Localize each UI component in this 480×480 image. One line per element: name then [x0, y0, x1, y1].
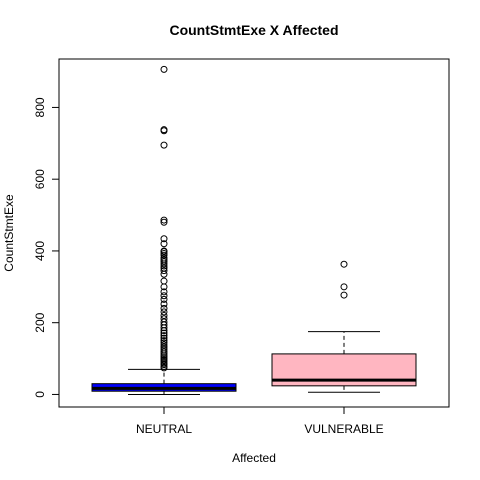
y-tick-label: 600: [33, 169, 47, 189]
x-tick-label: VULNERABLE: [304, 422, 383, 436]
outlier-point: [160, 218, 168, 226]
plot-frame: [58, 58, 450, 408]
outlier-point: [160, 300, 168, 308]
outlier-point: [160, 216, 168, 224]
y-axis-label: CountStmtExe: [2, 194, 16, 272]
outlier-point: [340, 260, 348, 268]
outlier-point: [160, 334, 168, 342]
outlier-point: [340, 283, 348, 291]
outlier-point: [160, 329, 168, 337]
outlier-point: [160, 65, 168, 73]
outlier-point: [160, 141, 168, 149]
outlier-point: [160, 312, 168, 320]
outlier-point: [160, 235, 168, 243]
outlier-point: [160, 288, 168, 296]
outlier-point: [340, 291, 348, 299]
outlier-point: [160, 292, 168, 300]
plot-marks: 0 200 400 600 800 NEUTRAL VULNERABLE: [33, 58, 450, 436]
outlier-point: [160, 341, 168, 349]
outlier-point: [160, 308, 168, 316]
chart-title: CountStmtExe X Affected: [169, 22, 338, 38]
outlier-point: [160, 315, 168, 323]
y-tick-label: 400: [33, 241, 47, 261]
x-axis-label: Affected: [232, 451, 276, 465]
outlier-point: [160, 304, 168, 312]
outlier-point: [160, 247, 168, 255]
outlier-point: [160, 240, 168, 248]
outlier-point: [160, 295, 168, 303]
outlier-point: [160, 277, 168, 285]
outlier-point: [160, 339, 168, 347]
outlier-point: [160, 337, 168, 345]
y-tick-label: 200: [33, 312, 47, 332]
outlier-point: [160, 126, 168, 134]
outlier-point: [160, 332, 168, 340]
y-tick-label: 800: [33, 97, 47, 117]
x-tick-label: NEUTRAL: [136, 422, 192, 436]
outlier-point: [160, 267, 168, 275]
y-tick-label: 0: [33, 391, 47, 398]
